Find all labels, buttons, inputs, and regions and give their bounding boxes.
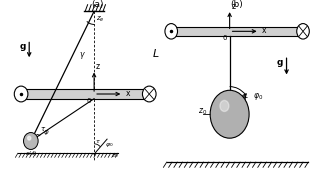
Polygon shape xyxy=(171,27,303,36)
Circle shape xyxy=(210,90,249,138)
Text: x: x xyxy=(262,26,266,35)
Text: $\tau$: $\tau$ xyxy=(95,138,101,145)
Text: 0: 0 xyxy=(223,35,227,41)
Text: $\varphi$: $\varphi$ xyxy=(43,128,50,137)
Circle shape xyxy=(27,136,31,140)
Circle shape xyxy=(23,133,38,149)
Text: $L$: $L$ xyxy=(152,47,159,59)
Text: z: z xyxy=(231,2,235,11)
Text: $\varphi_0$: $\varphi_0$ xyxy=(253,91,263,102)
Circle shape xyxy=(14,86,28,102)
Text: (b): (b) xyxy=(231,0,243,9)
Text: $\tau$: $\tau$ xyxy=(242,95,249,104)
Text: g: g xyxy=(20,42,26,51)
Text: 0: 0 xyxy=(87,98,91,104)
Text: $z_0$: $z_0$ xyxy=(111,152,119,160)
Circle shape xyxy=(143,86,156,102)
Text: x: x xyxy=(126,89,130,98)
Text: (a): (a) xyxy=(91,0,104,9)
Circle shape xyxy=(165,24,178,39)
Text: $\gamma$: $\gamma$ xyxy=(79,50,86,61)
Polygon shape xyxy=(21,89,149,99)
Text: z: z xyxy=(96,62,100,71)
Text: g: g xyxy=(277,58,283,67)
Circle shape xyxy=(220,100,229,111)
Text: $z_e$: $z_e$ xyxy=(96,15,105,24)
Text: $\tau$: $\tau$ xyxy=(40,125,46,133)
Text: $\varphi_0$: $\varphi_0$ xyxy=(105,141,113,149)
Circle shape xyxy=(297,24,309,39)
Text: $z_0$: $z_0$ xyxy=(198,106,207,117)
Text: $x(t)$: $x(t)$ xyxy=(25,149,37,158)
